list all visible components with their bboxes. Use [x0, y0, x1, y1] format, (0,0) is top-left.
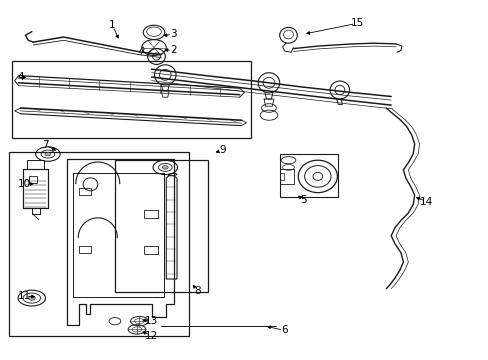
Bar — [79, 188, 91, 195]
Text: 15: 15 — [349, 18, 363, 28]
Ellipse shape — [162, 166, 168, 169]
Text: 7: 7 — [41, 140, 48, 150]
Text: 5: 5 — [299, 195, 306, 205]
Bar — [27, 160, 44, 169]
Text: 4: 4 — [17, 72, 24, 82]
Bar — [144, 210, 158, 218]
Text: 9: 9 — [219, 145, 225, 156]
Ellipse shape — [45, 152, 51, 156]
Bar — [12, 61, 251, 138]
Bar — [79, 246, 91, 253]
Bar — [9, 152, 188, 336]
Text: 12: 12 — [144, 330, 158, 341]
Bar — [29, 176, 37, 183]
Text: 2: 2 — [170, 45, 177, 55]
Ellipse shape — [28, 296, 35, 300]
Text: 13: 13 — [144, 316, 158, 326]
Bar — [279, 169, 294, 184]
Bar — [279, 154, 338, 197]
Bar — [115, 160, 207, 292]
Text: 6: 6 — [281, 325, 287, 336]
Bar — [144, 246, 158, 254]
Text: 1: 1 — [109, 20, 116, 30]
Bar — [23, 169, 48, 208]
Text: 8: 8 — [194, 286, 201, 296]
Text: 3: 3 — [170, 29, 177, 39]
Text: 11: 11 — [18, 291, 31, 301]
Text: 14: 14 — [419, 197, 432, 207]
Text: 10: 10 — [18, 179, 31, 189]
Bar — [73, 173, 163, 297]
